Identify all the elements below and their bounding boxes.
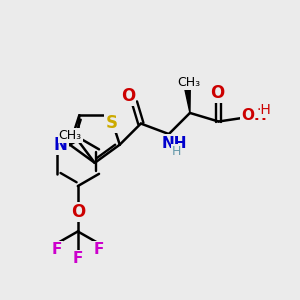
Text: O: O [210,84,224,102]
Text: CH₃: CH₃ [59,130,82,142]
Text: N: N [54,136,68,154]
Text: NH: NH [161,136,187,151]
Text: O: O [71,203,85,221]
Text: CH₃: CH₃ [177,76,200,89]
Text: ·H: ·H [256,103,271,117]
Text: O: O [121,86,135,104]
Text: F: F [94,242,104,257]
Text: F: F [52,242,62,257]
Text: F: F [73,251,83,266]
Text: S: S [106,114,118,132]
Polygon shape [185,89,190,113]
Text: OH: OH [241,108,267,123]
Text: H: H [172,145,181,158]
